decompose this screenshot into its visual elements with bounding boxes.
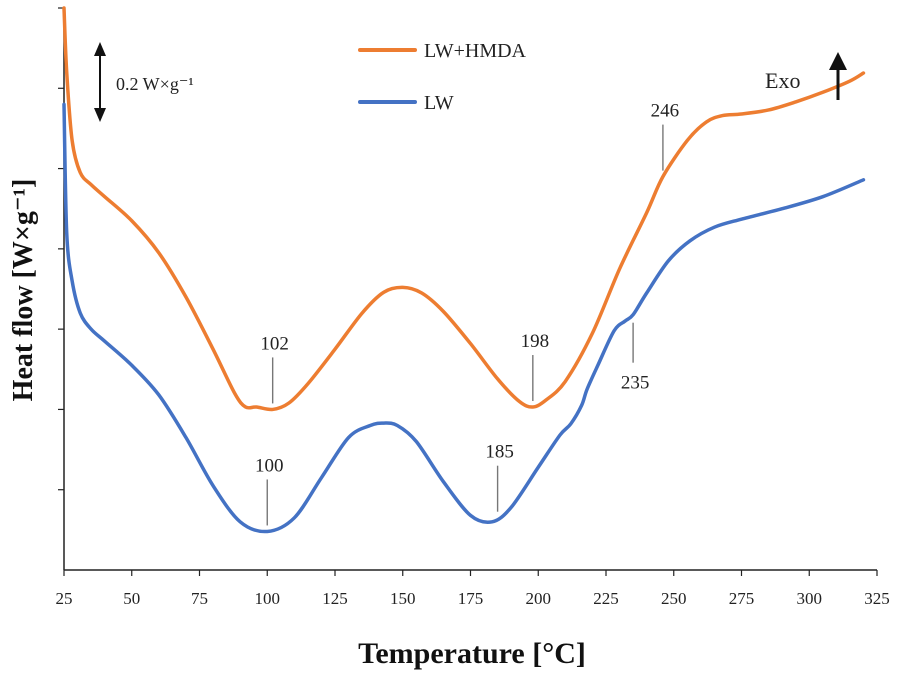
- ticks: 25 50 75 100 125 150 175 200 225 250 275 300 325: [56, 7, 890, 608]
- x-tick-label-325: 325: [864, 589, 890, 608]
- series-line-lw: [62, 102, 866, 534]
- x-tick-label-225: 225: [593, 589, 619, 608]
- scale-bar: 0.2 W×g⁻¹: [94, 42, 194, 122]
- annotation-label-198: 198: [521, 331, 550, 352]
- legend-label-lw-hmda: LW+HMDA: [424, 40, 527, 62]
- exo-arrow-up-icon: [829, 52, 847, 70]
- legend: LW+HMDA LW: [358, 40, 527, 114]
- x-tick-label-100: 100: [255, 589, 281, 608]
- series-line-lw-hmda: [62, 6, 866, 412]
- x-tick-label-75: 75: [191, 589, 208, 608]
- annotation-label-100: 100: [255, 455, 284, 476]
- x-axis-title: Temperature [°C]: [358, 637, 586, 670]
- y-axis-title: Heat flow [W×g⁻¹]: [8, 179, 39, 402]
- scale-bar-arrow-down-icon: [94, 108, 106, 122]
- scale-bar-arrow-up-icon: [94, 42, 106, 56]
- x-tick-label-125: 125: [322, 589, 348, 608]
- annotation-label-185: 185: [485, 442, 514, 463]
- x-tick-label-25: 25: [56, 589, 73, 608]
- annotation-label-235: 235: [621, 373, 650, 394]
- x-tick-label-200: 200: [526, 589, 552, 608]
- x-tick-label-150: 150: [390, 589, 416, 608]
- series-layer: [62, 6, 866, 534]
- x-tick-label-300: 300: [797, 589, 823, 608]
- x-tick-label-250: 250: [661, 589, 687, 608]
- legend-label-lw: LW: [424, 92, 454, 114]
- x-tick-label-50: 50: [123, 589, 140, 608]
- x-tick-label-175: 175: [458, 589, 484, 608]
- annotations: 102 198 246 100 185 235: [255, 101, 679, 526]
- annotation-label-102: 102: [260, 333, 289, 354]
- annotation-label-246: 246: [651, 101, 680, 122]
- scale-bar-label: 0.2 W×g⁻¹: [116, 74, 194, 94]
- exo-label: Exo: [765, 68, 800, 93]
- x-tick-label-275: 275: [729, 589, 755, 608]
- exo-indicator: Exo: [765, 52, 847, 100]
